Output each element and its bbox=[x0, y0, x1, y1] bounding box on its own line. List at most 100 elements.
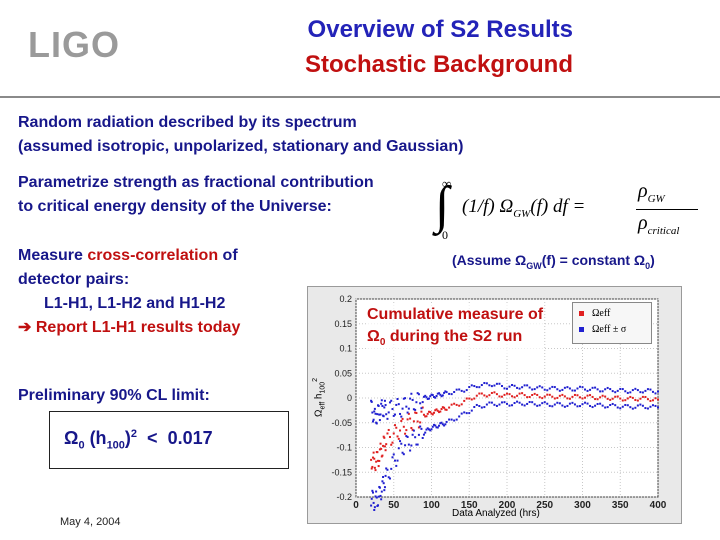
series-point-2 bbox=[541, 402, 544, 405]
series-point-0 bbox=[558, 394, 561, 397]
series-point-2 bbox=[591, 406, 594, 409]
series-point-1 bbox=[506, 387, 508, 390]
series-point-1 bbox=[641, 391, 644, 394]
series-point-2 bbox=[383, 489, 386, 492]
series-point-1 bbox=[438, 392, 441, 395]
series-point-2 bbox=[483, 406, 486, 409]
series-point-0 bbox=[516, 394, 519, 397]
series-point-2 bbox=[629, 406, 632, 409]
series-point-0 bbox=[571, 395, 574, 398]
series-point-0 bbox=[383, 436, 386, 439]
series-point-2 bbox=[411, 433, 414, 436]
series-point-2 bbox=[396, 459, 399, 462]
series-point-1 bbox=[371, 420, 374, 423]
series-point-1 bbox=[493, 384, 496, 387]
series-point-1 bbox=[387, 411, 390, 414]
series-point-2 bbox=[511, 404, 514, 407]
series-point-2 bbox=[433, 423, 436, 426]
series-point-2 bbox=[586, 402, 589, 405]
series-point-0 bbox=[422, 413, 425, 416]
x-tick-label: 300 bbox=[574, 500, 591, 511]
series-point-2 bbox=[427, 428, 430, 431]
series-point-2 bbox=[460, 412, 463, 415]
series-point-1 bbox=[490, 385, 493, 388]
series-point-2 bbox=[375, 490, 378, 493]
fraction-numerator: ρGW bbox=[638, 180, 665, 205]
series-point-0 bbox=[614, 395, 617, 398]
series-point-0 bbox=[468, 397, 471, 400]
paragraph-parametrize-line1: Parametrize strength as fractional contr… bbox=[18, 174, 374, 191]
series-point-0 bbox=[498, 395, 501, 398]
y-axis-label: Ωeff h1002 bbox=[312, 378, 326, 417]
series-point-2 bbox=[475, 403, 478, 406]
series-point-1 bbox=[455, 388, 458, 391]
series-point-0 bbox=[390, 443, 393, 446]
series-point-2 bbox=[646, 407, 649, 410]
series-point-1 bbox=[422, 395, 425, 398]
series-point-0 bbox=[458, 404, 461, 407]
rho-critical-subscript: critical bbox=[647, 225, 680, 237]
x-tick-label: 150 bbox=[461, 500, 478, 511]
series-point-0 bbox=[407, 412, 410, 415]
series-point-2 bbox=[435, 426, 438, 429]
fraction-bar bbox=[636, 209, 698, 210]
series-point-0 bbox=[401, 417, 404, 420]
fraction-denominator: ρcritical bbox=[638, 212, 679, 237]
series-point-2 bbox=[513, 402, 516, 405]
series-point-1 bbox=[584, 388, 587, 391]
series-point-0 bbox=[387, 428, 390, 431]
series-point-0 bbox=[478, 392, 481, 395]
series-point-0 bbox=[450, 403, 453, 406]
legend-marker-red bbox=[579, 311, 584, 317]
series-point-2 bbox=[631, 407, 634, 410]
series-point-0 bbox=[383, 445, 386, 448]
series-point-2 bbox=[385, 467, 388, 470]
series-point-2 bbox=[521, 403, 524, 406]
y-tick-label: 0 bbox=[347, 393, 352, 403]
series-point-1 bbox=[444, 390, 447, 393]
series-point-1 bbox=[415, 401, 418, 404]
series-point-1 bbox=[425, 396, 428, 399]
series-point-2 bbox=[438, 424, 441, 427]
x-tick-label: 350 bbox=[612, 500, 629, 511]
series-point-1 bbox=[626, 391, 629, 394]
series-point-2 bbox=[568, 402, 571, 405]
series-point-1 bbox=[621, 388, 624, 391]
series-point-2 bbox=[378, 486, 381, 489]
series-point-0 bbox=[424, 415, 427, 418]
series-point-2 bbox=[581, 403, 584, 406]
paragraph-parametrize: Parametrize strength as fractional contr… bbox=[18, 171, 374, 219]
series-point-0 bbox=[417, 426, 420, 429]
series-point-1 bbox=[576, 387, 579, 390]
series-point-2 bbox=[375, 496, 378, 499]
paragraph-spectrum-line2: (assumed isotropic, unpolarized, station… bbox=[18, 138, 464, 155]
integrand-tail: (f) df = bbox=[530, 196, 586, 217]
series-point-2 bbox=[439, 422, 442, 425]
series-point-0 bbox=[508, 393, 511, 396]
series-point-2 bbox=[641, 404, 644, 407]
series-point-2 bbox=[384, 474, 387, 477]
series-point-2 bbox=[414, 436, 417, 439]
series-point-2 bbox=[458, 415, 461, 418]
x-tick-label: 0 bbox=[353, 500, 359, 511]
series-point-0 bbox=[599, 396, 602, 399]
series-point-0 bbox=[392, 432, 395, 435]
series-point-0 bbox=[526, 396, 529, 399]
series-point-1 bbox=[384, 404, 387, 407]
series-point-0 bbox=[646, 398, 649, 401]
series-point-2 bbox=[394, 459, 397, 462]
series-point-0 bbox=[604, 395, 607, 398]
limit-value: Ω0 (h100)2 < 0.017 bbox=[64, 428, 213, 452]
series-point-2 bbox=[470, 409, 473, 412]
series-point-0 bbox=[379, 442, 382, 445]
series-point-0 bbox=[421, 406, 424, 409]
series-point-2 bbox=[416, 443, 419, 446]
series-point-2 bbox=[436, 426, 439, 429]
series-point-1 bbox=[513, 384, 516, 387]
series-point-0 bbox=[378, 448, 381, 451]
series-point-1 bbox=[589, 388, 592, 391]
series-point-0 bbox=[601, 394, 604, 397]
series-point-0 bbox=[371, 465, 374, 468]
cross-correlation-highlight: cross-correlation bbox=[87, 247, 219, 264]
series-point-2 bbox=[440, 421, 443, 424]
